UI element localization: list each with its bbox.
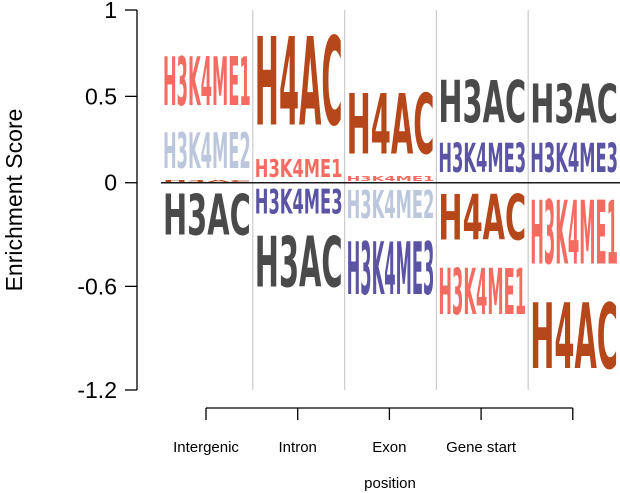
x-tick-label: Exon [372,439,406,456]
x-tick-label: Intron [279,439,317,456]
y-tick-label: 0 [104,170,117,196]
y-tick-label: -0.6 [77,273,117,299]
y-tick-label: 0.5 [85,83,117,109]
logo-mark-h3k4me2: H3K4ME2 [347,183,435,227]
logo-mark-h3ac: H3AC [163,183,251,248]
y-tick-label: 1 [104,0,117,23]
x-tick-label: Intergenic [173,439,239,456]
y-axis: 1 0.5 0 -0.6 -1.2 [77,0,138,403]
logo-mark-h3ac: H3AC [255,223,343,304]
logo-mark-h3ac: H3AC [530,74,618,136]
logo-mark-h3k4me3: H3K4ME3 [347,228,435,312]
x-tick-label: Gene start [446,439,517,456]
logo-mark-h3k4me1: H3K4ME1 [347,174,435,183]
logo-mark-h3k4me1: H3K4ME1 [255,153,343,183]
y-axis-label: Enrichment Score [1,109,27,292]
logo-mark-h3k4me2: H3K4ME2 [163,122,251,180]
x-axis: Intergenic Intron Exon Gene start [173,407,574,456]
logo-mark-h4ac: H4AC [255,12,343,154]
logo-mark-h3k4me1: H3K4ME1 [530,183,618,284]
logo-mark-h3k4me3: H3K4ME3 [530,136,618,182]
logo-mark-h3k4me3: H3K4ME3 [438,136,526,182]
logo-mark-h3k4me1: H3K4ME1 [438,255,526,329]
logo-mark-h3k4me3: H3K4ME3 [255,183,343,223]
logo-mark-h4ac: H4AC [530,285,618,390]
x-axis-label: position [364,475,416,492]
y-tick-label: -1.2 [77,377,117,403]
logo-mark-h4ac: H4AC [347,78,435,174]
logo-mark-h4ac: H4AC [438,183,526,255]
logo-mark-h3k4me1: H3K4ME1 [163,45,251,122]
logo-mark-h4ac: H4AC [163,179,251,182]
logo-mark-h3ac: H3AC [438,69,526,136]
logo-marks: H4ACH3K4ME2H3K4ME1H3ACH3K4ME1H4ACH3K4ME3… [163,12,618,390]
column-separators [252,10,529,390]
